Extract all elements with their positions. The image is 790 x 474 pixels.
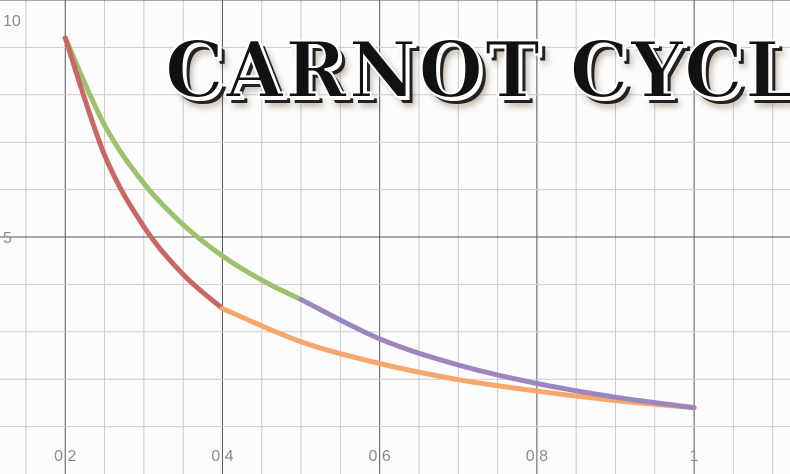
series-line-3 [298, 297, 697, 411]
series-line-2 [219, 306, 697, 411]
x-tick-label: 0.2 [54, 448, 76, 465]
series-line-0 [62, 35, 304, 303]
x-tick-label: 0.8 [526, 448, 548, 465]
series-line-1 [62, 35, 225, 312]
chart-title: CARNOT CYCLE [164, 24, 790, 116]
y-tick-label: 5 [3, 230, 12, 247]
x-tick-label: 0.4 [211, 448, 233, 465]
x-tick-label: 0.6 [369, 448, 391, 465]
y-tick-label: 10 [3, 13, 21, 30]
x-tick-label: 1 [690, 448, 699, 465]
